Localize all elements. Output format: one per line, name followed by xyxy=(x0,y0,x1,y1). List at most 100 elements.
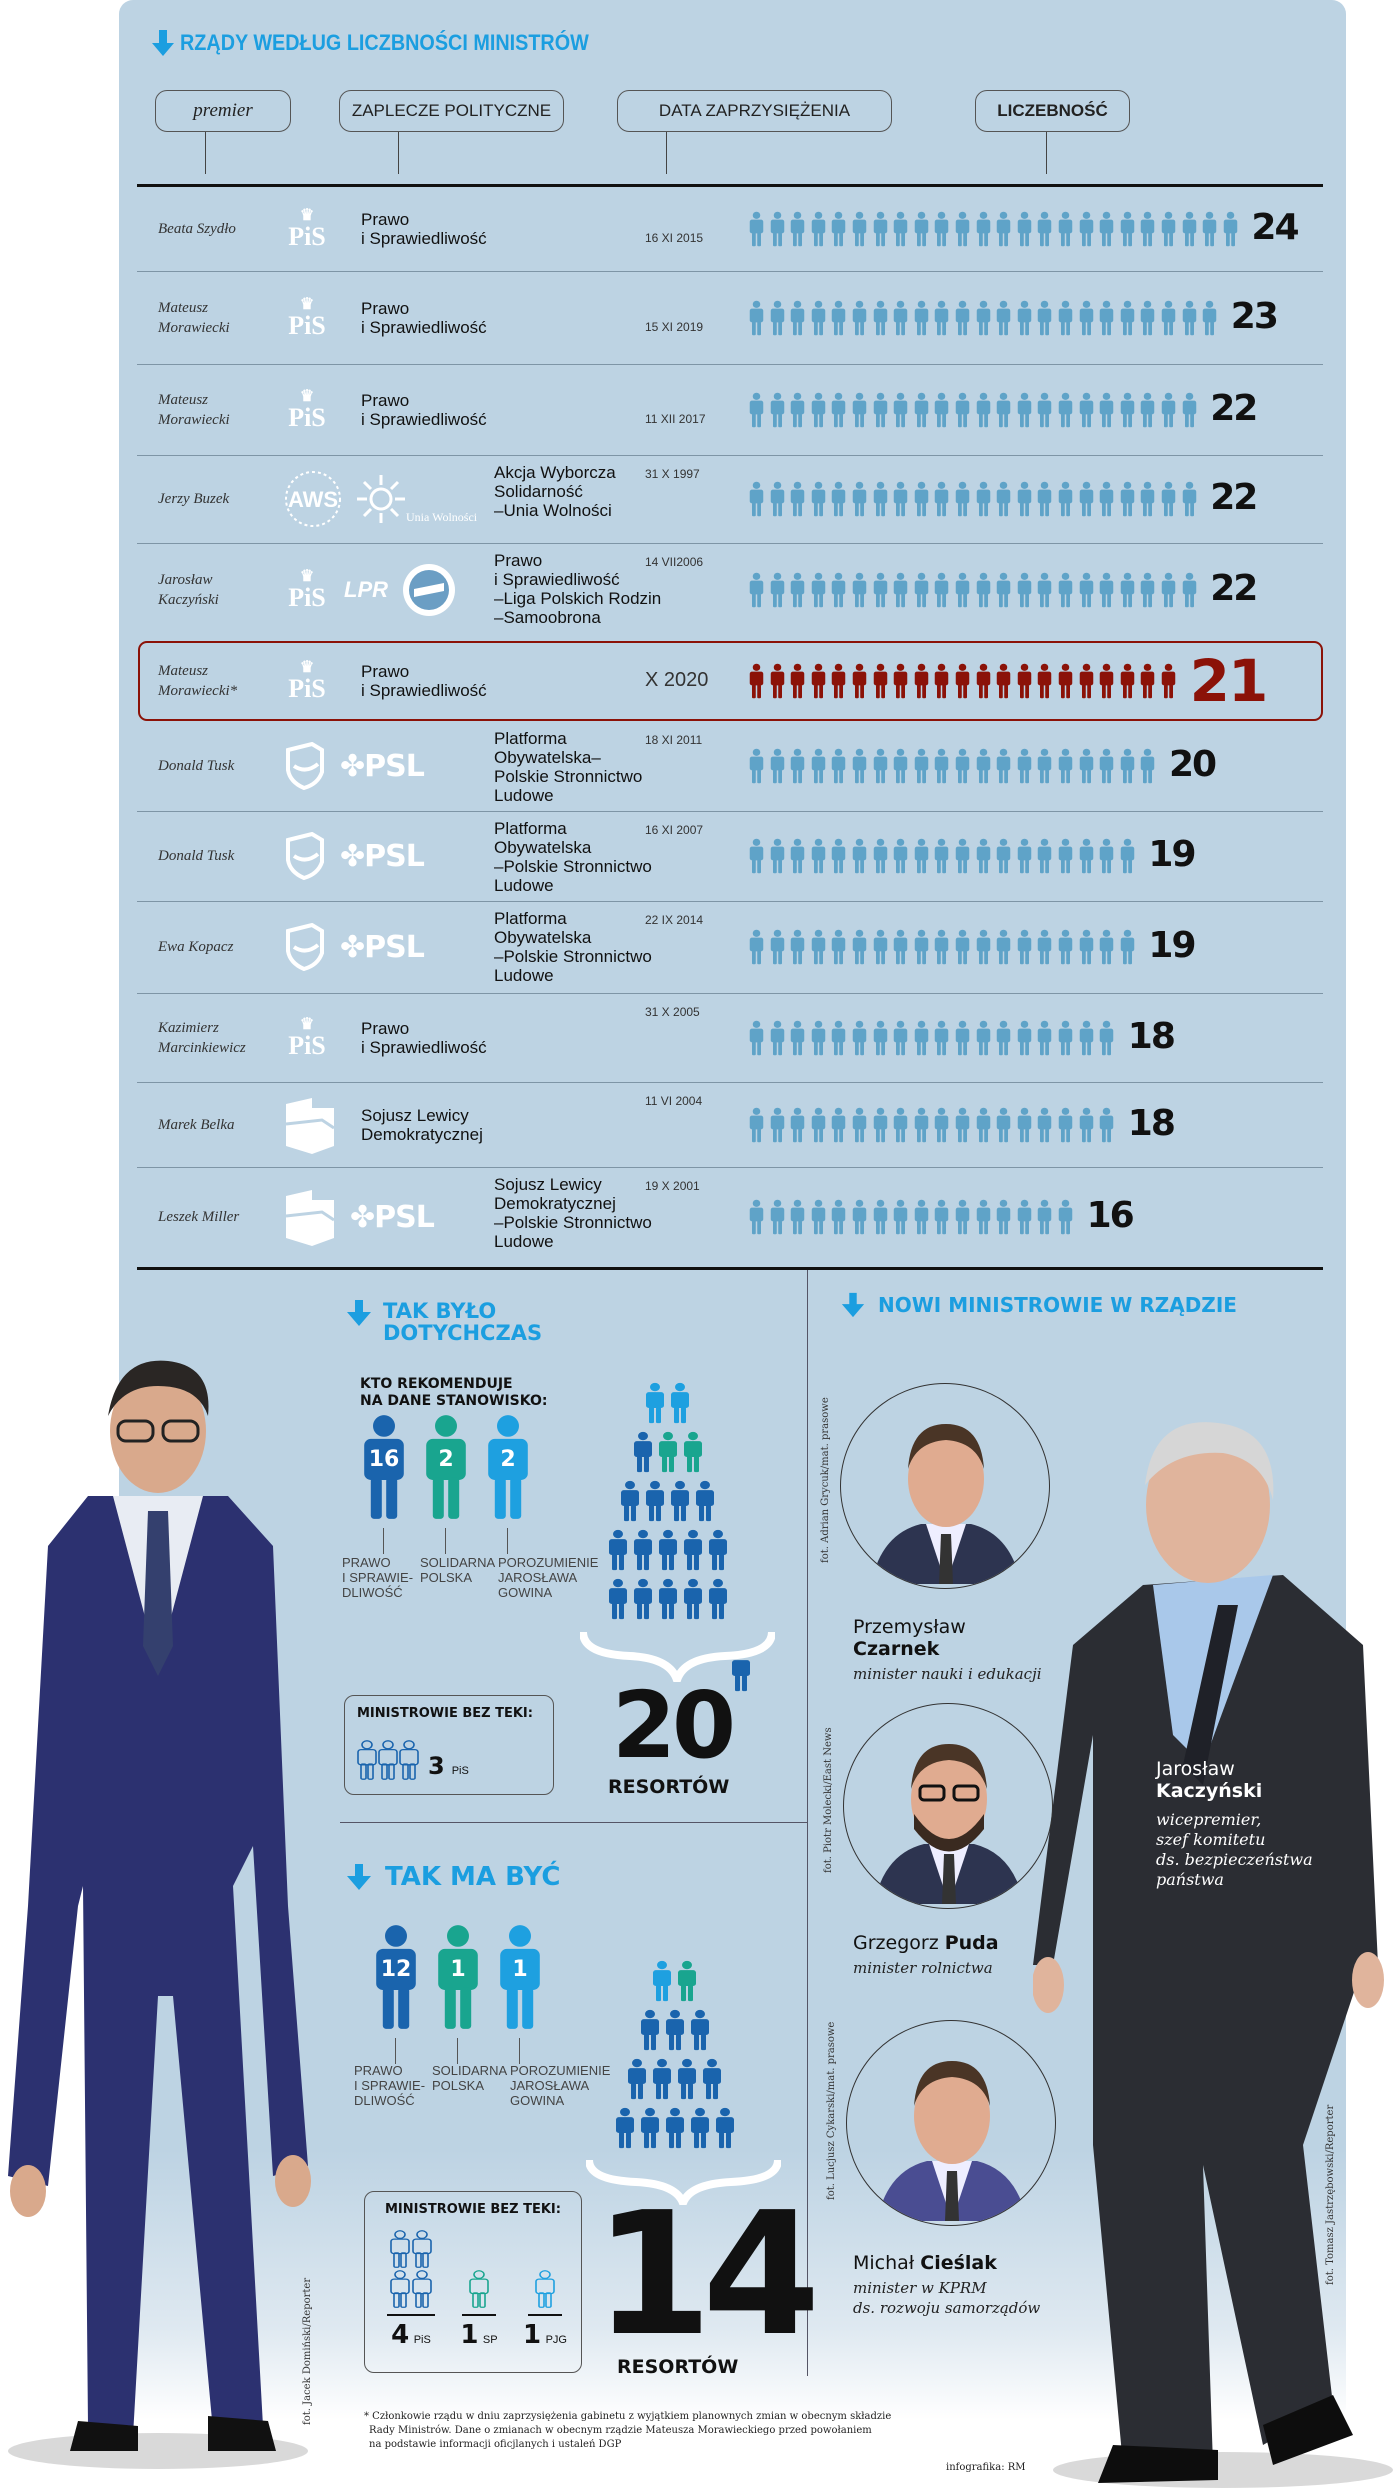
person-icon xyxy=(873,211,887,247)
column-header-party: ZAPLECZE POLITYCZNE xyxy=(339,90,564,132)
minister-icon xyxy=(1099,838,1114,879)
party-label: PRAWO I SPRAWIE- DLIWOŚĆ xyxy=(342,1555,414,1600)
person-icon xyxy=(955,392,970,427)
person-icon xyxy=(955,572,970,608)
minister-icon xyxy=(749,1020,764,1061)
minister-icon xyxy=(1161,392,1176,433)
person-icon xyxy=(1058,838,1073,874)
ministry-icon xyxy=(608,1529,628,1576)
minister-icon xyxy=(976,838,991,879)
person-icon xyxy=(832,838,846,874)
person-icon xyxy=(1099,663,1114,699)
ministry-icon xyxy=(658,1578,678,1625)
pis-logo: ♛ PiS xyxy=(288,1015,326,1060)
minister-icon xyxy=(934,211,949,252)
minister-icon xyxy=(1099,392,1114,433)
minister-icon xyxy=(914,838,929,879)
minister-icon xyxy=(893,481,908,522)
ministry-icon xyxy=(645,1382,665,1429)
ministry-icon xyxy=(690,2107,710,2154)
minister-icon xyxy=(873,663,888,704)
minister-icon xyxy=(893,211,908,252)
minister-icon xyxy=(1223,211,1238,252)
ministry-icon xyxy=(627,2058,647,2105)
person-icon xyxy=(996,481,1011,517)
person-icon xyxy=(832,392,846,427)
lpr-logo: LPR xyxy=(344,577,388,602)
person-icon xyxy=(1079,663,1093,699)
recommending-party-figure: 2 xyxy=(486,1413,530,1526)
person-icon xyxy=(1079,1020,1093,1055)
person-icon xyxy=(1038,572,1052,608)
person-icon xyxy=(1120,929,1135,965)
minister-icon xyxy=(749,300,764,341)
minister-icon xyxy=(976,1199,991,1240)
minister-icon xyxy=(914,929,929,970)
person-icon xyxy=(749,1107,764,1142)
after-total-label: RESORTÓW xyxy=(617,2356,739,2378)
person-icon xyxy=(770,838,784,874)
minister-icon xyxy=(1079,748,1094,789)
minister-icon xyxy=(1037,481,1052,522)
person-icon xyxy=(1182,300,1196,335)
minister-icon xyxy=(996,481,1011,522)
no-portfolio-group: 3 PiS xyxy=(357,1740,469,1780)
person-icon xyxy=(376,1925,416,2029)
person-icon xyxy=(935,929,949,965)
minister-icon xyxy=(1079,572,1094,613)
pis-logo: ♛ PiS xyxy=(288,568,326,612)
minister-icon xyxy=(996,1020,1011,1061)
minister-icon xyxy=(1140,211,1155,252)
minister-icon xyxy=(790,1020,805,1061)
row-divider xyxy=(137,543,1323,544)
minister-icon xyxy=(770,838,785,879)
person-icon xyxy=(811,300,826,335)
ministry-icon xyxy=(633,1529,653,1576)
minister-icon xyxy=(1140,572,1155,613)
minister-icon xyxy=(996,300,1011,341)
minister-icon xyxy=(811,392,826,433)
person-icon xyxy=(976,300,990,335)
no-portfolio-group: 4 PiS xyxy=(387,2230,435,2350)
person-icon xyxy=(935,748,949,784)
minister-icon xyxy=(934,1199,949,1240)
person-icon xyxy=(790,300,805,335)
person-icon xyxy=(500,1925,540,2029)
person-icon xyxy=(893,211,908,247)
header-rule xyxy=(137,184,1323,187)
minister-icon xyxy=(893,392,908,433)
minister-icon xyxy=(873,211,888,252)
minister-count: 18 xyxy=(1127,1015,1176,1057)
minister-icon xyxy=(934,838,949,879)
ministry-icon xyxy=(665,2107,685,2154)
row-divider xyxy=(137,271,1323,272)
person-icon xyxy=(1058,748,1073,784)
person-icon xyxy=(1017,1107,1032,1142)
row-divider xyxy=(137,811,1323,812)
person-icon xyxy=(1017,392,1032,427)
person-icon xyxy=(852,1199,867,1235)
minister-icon xyxy=(1079,1107,1094,1148)
person-icon xyxy=(914,929,929,965)
minister-icon xyxy=(1058,838,1073,879)
minister-icon xyxy=(955,838,970,879)
minister-icon xyxy=(934,481,949,522)
party-logos: ♛ PiS xyxy=(282,187,332,271)
person-icon xyxy=(832,481,846,517)
connector xyxy=(383,1528,384,1554)
party-name: Prawo i Sprawiedliwość xyxy=(361,210,487,248)
minister-icon xyxy=(934,663,949,704)
minister-icon xyxy=(831,663,846,704)
minister-icon xyxy=(934,748,949,789)
person-icon xyxy=(852,1107,867,1142)
person-icon xyxy=(1038,748,1052,784)
minister-icon xyxy=(790,1107,805,1148)
ministry-icon xyxy=(683,1529,703,1576)
party-name: Prawo i Sprawiedliwość xyxy=(361,390,487,429)
person-icon xyxy=(790,663,805,699)
ministry-icon xyxy=(670,1480,690,1527)
person-icon xyxy=(1182,572,1196,608)
minister-icon xyxy=(1079,838,1094,879)
jaroslaw-kaczynski-photo xyxy=(1033,1422,1393,2488)
person-icon xyxy=(426,1415,466,1519)
